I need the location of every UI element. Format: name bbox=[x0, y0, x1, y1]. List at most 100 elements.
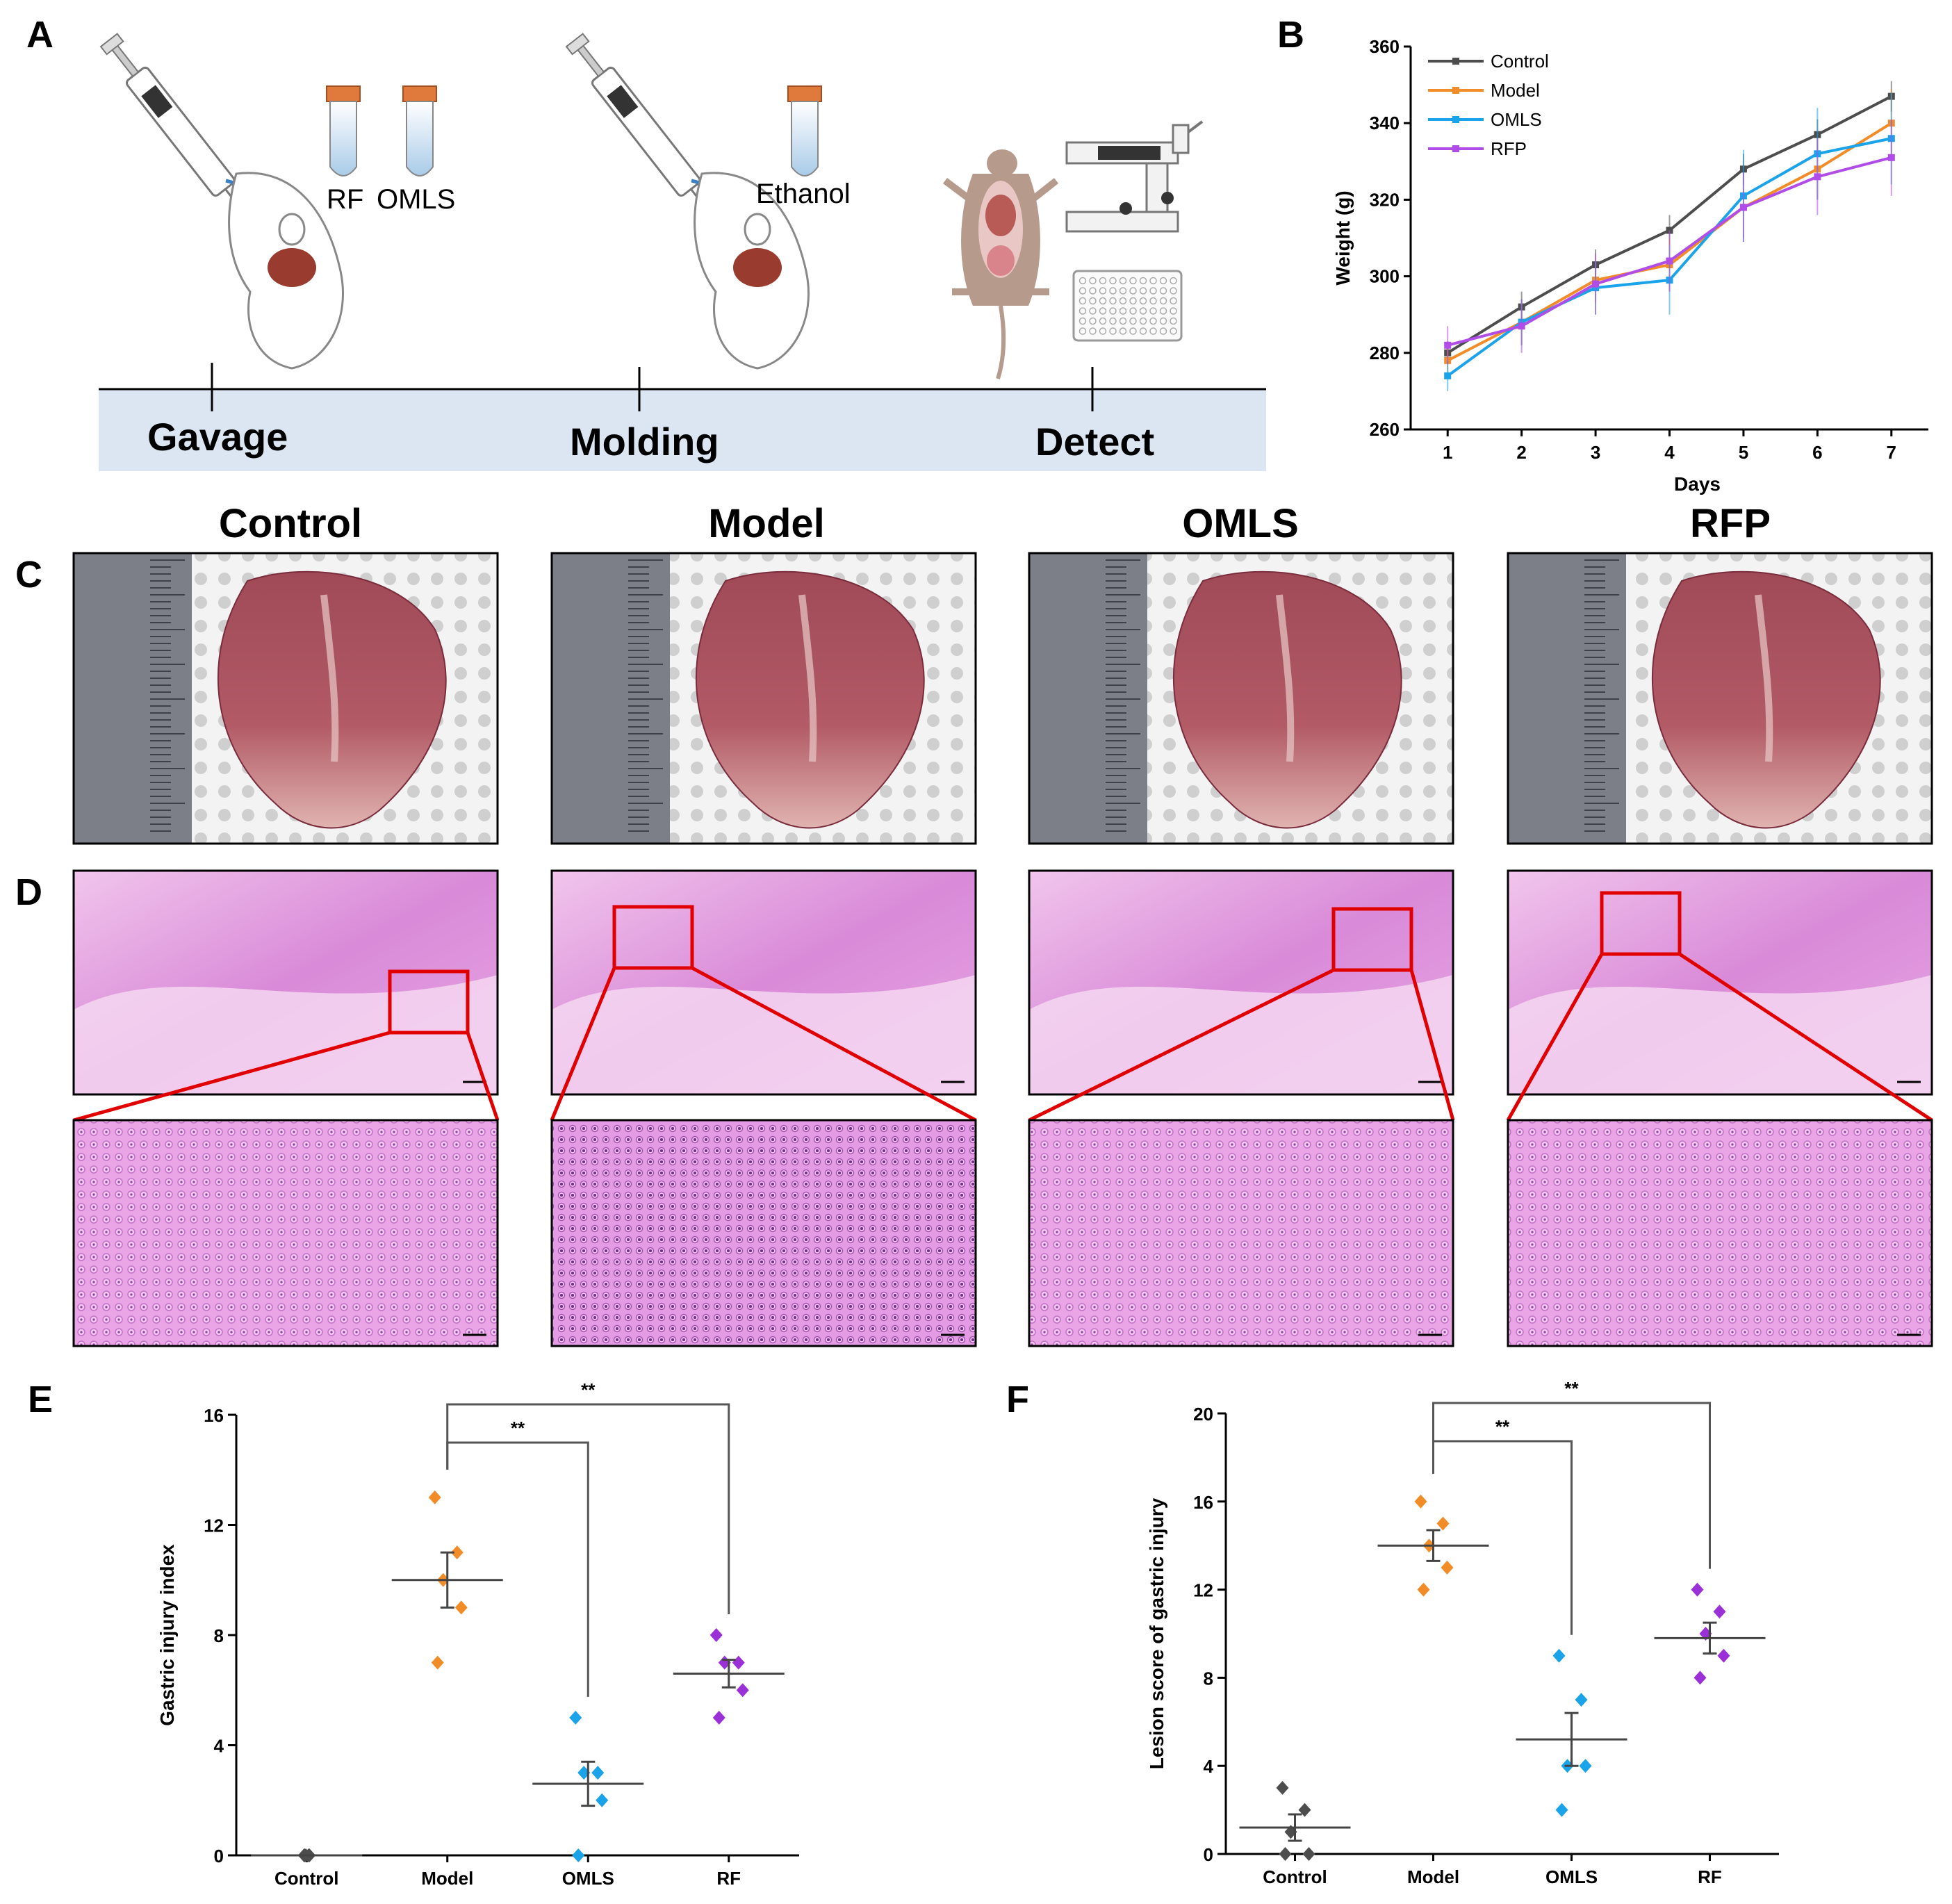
histology-control bbox=[72, 869, 500, 1347]
histology-low-mag-frame bbox=[1028, 869, 1454, 1096]
y-axis-title: Gastric injury index bbox=[156, 1544, 178, 1726]
y-tick-label: 20 bbox=[1193, 1404, 1213, 1425]
tube-ethanol-icon bbox=[787, 85, 822, 177]
mucosa-fold bbox=[1276, 594, 1295, 762]
data-point bbox=[431, 1655, 444, 1670]
timeline-label-gavage: Gavage bbox=[147, 415, 288, 459]
data-point bbox=[1436, 1516, 1450, 1531]
panel-b: B 260 280 300 320 340 360 1 2 3 4 5 6 7 Days Weight (g… bbox=[1277, 14, 1928, 495]
zoom-region-box bbox=[612, 905, 694, 970]
panel-letter-a: A bbox=[26, 14, 54, 56]
stomach-icon bbox=[268, 248, 316, 287]
data-point bbox=[1814, 173, 1821, 181]
zoom-line-left bbox=[1506, 953, 1604, 1122]
well-dot bbox=[1170, 307, 1177, 315]
x-tick-label: RF bbox=[716, 1868, 741, 1889]
zoom-line-right bbox=[466, 1032, 500, 1121]
x-tick-label: OMLS bbox=[1545, 1866, 1598, 1887]
data-point bbox=[1414, 1494, 1427, 1509]
well-plate-icon bbox=[1072, 270, 1183, 342]
well-dot bbox=[1089, 297, 1097, 305]
timeline-label-detect: Detect bbox=[1035, 420, 1154, 463]
x-tick-label: 2 bbox=[1516, 442, 1526, 463]
panel-f: F 0 4 8 12 16 20 Lesion score of gastric injur… bbox=[1006, 1378, 1779, 1887]
data-point bbox=[1717, 1648, 1730, 1663]
well-dot bbox=[1149, 277, 1157, 285]
y-tick-label: 0 bbox=[1204, 1844, 1213, 1865]
zoom-line-right bbox=[1409, 969, 1455, 1121]
legend-marker bbox=[1452, 58, 1459, 65]
y-tick-label: 0 bbox=[214, 1846, 224, 1866]
bracket-line bbox=[446, 1403, 730, 1614]
x-tick-label: Control bbox=[1263, 1866, 1327, 1887]
stomach-photo-model bbox=[550, 552, 977, 845]
well-dot bbox=[1149, 317, 1157, 325]
x-tick-label: OMLS bbox=[562, 1868, 614, 1889]
well-dot bbox=[1129, 287, 1137, 295]
group-control: Control bbox=[251, 1848, 363, 1889]
x-tick-label: 3 bbox=[1591, 442, 1600, 463]
well-dot bbox=[1109, 277, 1117, 285]
zoom-line-right bbox=[1678, 952, 1933, 1122]
zoom-region-box bbox=[1331, 907, 1413, 972]
legend-marker bbox=[1452, 87, 1459, 94]
y-tick-label: 360 bbox=[1370, 36, 1400, 57]
data-point bbox=[1693, 1671, 1707, 1685]
mucosa-fold bbox=[798, 594, 817, 762]
bracket-line bbox=[1432, 1402, 1711, 1569]
data-point bbox=[1739, 204, 1747, 211]
submucosa-layer bbox=[1508, 975, 1932, 1094]
well-dot bbox=[1089, 327, 1097, 335]
y-tick-label: 340 bbox=[1370, 113, 1400, 133]
x-tick-label: Model bbox=[421, 1868, 473, 1889]
well-dot bbox=[1139, 297, 1147, 305]
weight-line-chart: 260 280 300 320 340 360 1 2 3 4 5 6 7 Days Weight (g) C… bbox=[1332, 36, 1928, 495]
legend-marker bbox=[1452, 145, 1459, 152]
stomach-photo-omls bbox=[1028, 552, 1454, 845]
data-point bbox=[1279, 1847, 1292, 1861]
photo-frame bbox=[550, 552, 977, 845]
x-tick-label: 7 bbox=[1887, 442, 1896, 463]
well-dot bbox=[1119, 317, 1127, 325]
well-dot bbox=[1159, 297, 1167, 305]
x-axis-title: Days bbox=[1674, 473, 1721, 495]
data-point bbox=[1666, 257, 1673, 265]
well-dot bbox=[1078, 317, 1087, 325]
well-dot bbox=[1139, 287, 1147, 295]
group-omls: OMLS bbox=[1516, 1648, 1627, 1887]
y-tick-label: 16 bbox=[204, 1405, 224, 1426]
well-dot bbox=[1139, 317, 1147, 325]
significance-bracket-model-rf: ** bbox=[1432, 1378, 1711, 1569]
histology-low-mag-frame bbox=[72, 869, 499, 1096]
y-tick-label: 8 bbox=[214, 1625, 224, 1646]
panel-letter-d: D bbox=[15, 871, 42, 913]
group-rf: RF bbox=[673, 1628, 785, 1889]
well-dot bbox=[1089, 277, 1097, 285]
stomach-photo-rfp bbox=[1507, 552, 1933, 845]
tube-label-omls: OMLS bbox=[377, 184, 455, 215]
group-model: Model bbox=[391, 1490, 503, 1889]
microscope-icon bbox=[1065, 120, 1204, 233]
data-point bbox=[572, 1848, 585, 1862]
data-point bbox=[736, 1683, 749, 1698]
histology-omls bbox=[1028, 869, 1455, 1347]
x-tick-label: 6 bbox=[1812, 442, 1822, 463]
histology-low-mag-frame bbox=[550, 869, 977, 1096]
molding-syringe-icon bbox=[565, 33, 710, 212]
well-dot bbox=[1099, 317, 1107, 325]
well-dot bbox=[1078, 307, 1087, 315]
well-dot bbox=[1170, 287, 1177, 295]
well-dot bbox=[1078, 287, 1087, 295]
y-tick-label: 12 bbox=[1193, 1580, 1213, 1601]
zoom-line-left bbox=[550, 967, 616, 1121]
well-dot bbox=[1149, 297, 1157, 305]
data-point bbox=[591, 1766, 605, 1780]
data-point bbox=[1691, 1582, 1704, 1597]
zoom-line-left bbox=[1028, 968, 1335, 1122]
data-point bbox=[596, 1793, 609, 1807]
zoom-line-left bbox=[73, 1031, 391, 1122]
mucosa-fold bbox=[1755, 594, 1773, 762]
well-dot bbox=[1170, 327, 1177, 335]
y-axis-title: Lesion score of gastric injury bbox=[1146, 1497, 1167, 1769]
